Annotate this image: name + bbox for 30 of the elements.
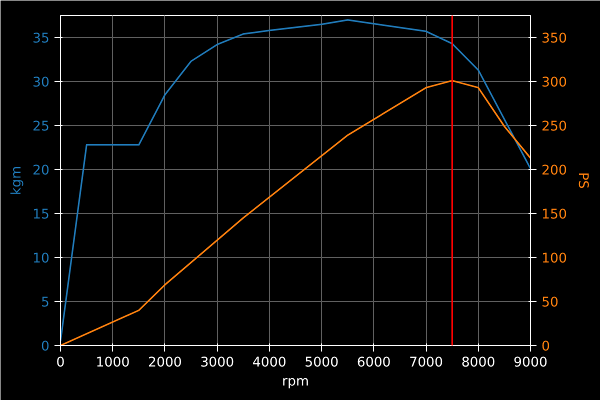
y-tick-label: 0 xyxy=(41,340,50,354)
y-axis-title: kgm xyxy=(10,166,25,196)
y-tick-label: 30 xyxy=(32,76,50,90)
x-tick-label: 2000 xyxy=(148,356,182,370)
y2-tick-label: 50 xyxy=(542,296,558,310)
y2-tick-label: 0 xyxy=(542,340,550,354)
y-tick-label: 20 xyxy=(32,164,50,178)
x-tick-label: 5000 xyxy=(304,356,339,370)
x-tick-label: 1000 xyxy=(96,356,130,370)
x-tick-label: 3000 xyxy=(200,356,234,370)
y2-tick-label: 150 xyxy=(542,208,567,222)
y2-tick-label: 200 xyxy=(542,164,567,178)
x-tick-label: 8000 xyxy=(461,356,496,370)
y2-tick-label: 250 xyxy=(542,120,567,134)
y2-axis-title: PS xyxy=(574,172,590,189)
y2-tick-label: 100 xyxy=(542,252,567,266)
y-tick-label: 15 xyxy=(32,208,50,222)
line-series xyxy=(60,19,530,342)
y-tick-label: 35 xyxy=(32,32,50,46)
y2-tick-label: 350 xyxy=(542,32,567,46)
y-tick-label: 10 xyxy=(32,252,50,266)
x-axis-title: rpm xyxy=(282,374,309,390)
x-tick-label: 4000 xyxy=(252,356,286,370)
x-tick-label: 7000 xyxy=(409,356,444,370)
y-tick-label: 25 xyxy=(32,120,50,134)
x-tick-label: 6000 xyxy=(356,356,391,370)
y-tick-label: 5 xyxy=(41,296,50,310)
x-tick-label: 9000 xyxy=(514,356,548,370)
y2-tick-label: 300 xyxy=(542,76,567,90)
x-tick-label: 0 xyxy=(56,356,65,370)
